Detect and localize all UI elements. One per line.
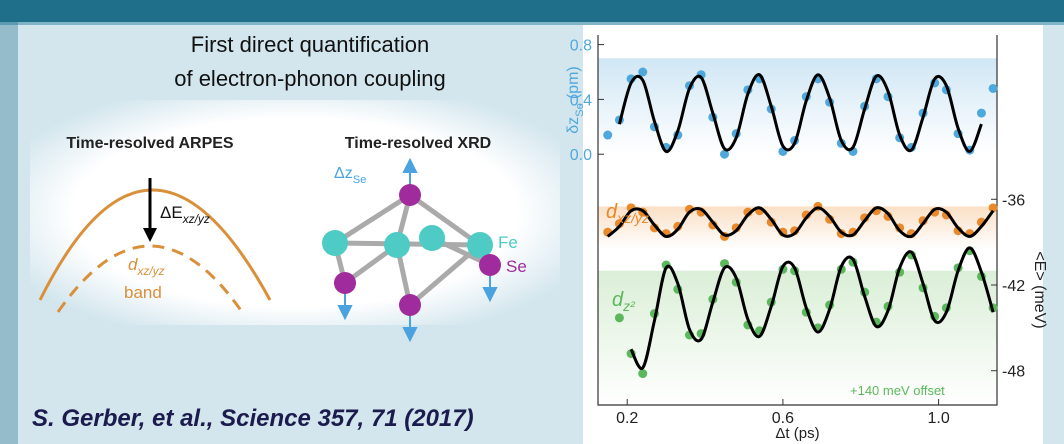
y-tick-label: 0.4 bbox=[570, 92, 592, 109]
data-point bbox=[638, 67, 648, 77]
x-axis-label: Δt (ps) bbox=[775, 425, 819, 442]
annotation: +140 meV offset bbox=[850, 383, 945, 398]
y-axis-label-base: δz bbox=[565, 117, 582, 134]
y-tick-label: 0.8 bbox=[570, 38, 592, 55]
y-axis-label: δzSe (pm) bbox=[565, 66, 586, 133]
series-label-base: d bbox=[612, 289, 624, 311]
series-label: dz² bbox=[612, 289, 636, 314]
y-tick-label: 0.0 bbox=[570, 147, 592, 164]
side-border bbox=[0, 22, 18, 444]
axis-frame bbox=[597, 35, 998, 406]
diagram-panel bbox=[30, 100, 560, 325]
y-axis-label-sub: Se bbox=[574, 103, 586, 117]
chart: 0.0 0.4 0.8 -48 -42 -36 0.2 0.6 1.0 Δt (ps) <E> (m… bbox=[565, 35, 1048, 442]
y-axis-label-unit: (pm) bbox=[565, 66, 582, 99]
fit-line bbox=[606, 206, 995, 239]
fit-line bbox=[617, 73, 983, 153]
header-rule bbox=[0, 22, 1064, 25]
y2-axis-label: <E> (meV) bbox=[1031, 251, 1048, 328]
citation: S. Gerber, et al., Science 357, 71 (2017… bbox=[32, 405, 474, 432]
shade bbox=[598, 270, 997, 405]
delta-z-label: ΔzSe bbox=[334, 165, 366, 186]
data-point bbox=[638, 369, 648, 379]
series-label-base: d bbox=[606, 201, 618, 223]
x-tick-label: 1.0 bbox=[927, 410, 949, 427]
series-label: dxz/yz bbox=[606, 201, 649, 226]
xrd-title: Time-resolved XRD bbox=[345, 135, 491, 152]
series-label-sub: z² bbox=[622, 298, 636, 314]
fe-label: Fe bbox=[498, 233, 518, 252]
data-point bbox=[603, 130, 613, 140]
delta-e-label: ΔExz/yz bbox=[160, 203, 210, 226]
arpes-title: Time-resolved ARPES bbox=[66, 135, 234, 152]
series-label-sub: xz/yz bbox=[616, 210, 649, 226]
se-label: Se bbox=[506, 257, 527, 276]
band-word: band bbox=[124, 283, 162, 302]
y2-tick-label: -36 bbox=[1002, 192, 1025, 209]
data-point bbox=[614, 313, 624, 323]
header-bar bbox=[0, 0, 1064, 22]
intro-line: of electron-phonon coupling bbox=[174, 66, 446, 91]
y2-tick-label: -48 bbox=[1002, 364, 1025, 381]
x-tick-label: 0.6 bbox=[772, 410, 794, 427]
x-tick-label: 0.2 bbox=[616, 410, 638, 427]
data-point bbox=[988, 203, 998, 213]
band-label: dxz/yz bbox=[128, 255, 165, 278]
se-atoms bbox=[334, 184, 501, 316]
displacement-arrows bbox=[337, 157, 498, 343]
data-point bbox=[720, 149, 730, 159]
arrow-head bbox=[143, 228, 157, 242]
band-solid bbox=[38, 188, 272, 301]
fit-line bbox=[629, 246, 995, 371]
data-point bbox=[976, 108, 986, 118]
fe-atoms bbox=[322, 225, 493, 258]
intro-line: First direct quantification bbox=[191, 32, 429, 57]
data-point bbox=[988, 83, 998, 93]
y2-tick-label: -42 bbox=[1002, 278, 1025, 295]
